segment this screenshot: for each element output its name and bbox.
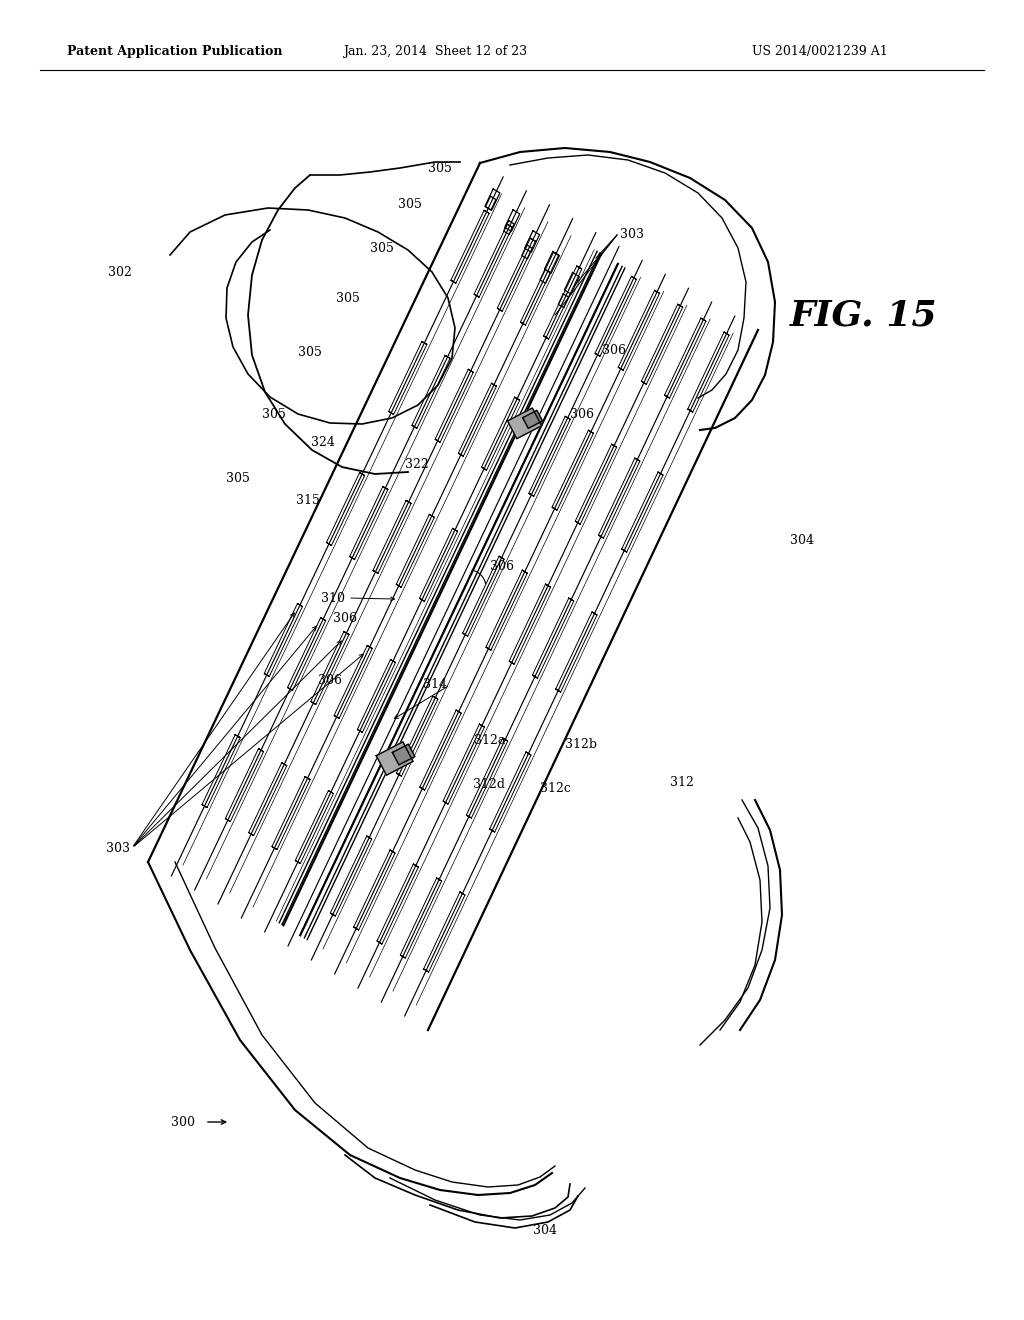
Text: 302: 302 [109,265,132,279]
Text: 306: 306 [490,561,514,573]
Text: 305: 305 [262,408,286,421]
Text: 306: 306 [318,673,342,686]
Text: 305: 305 [370,242,394,255]
Polygon shape [376,742,413,775]
Text: 312a: 312a [474,734,505,747]
Text: FIG. 15: FIG. 15 [790,298,938,333]
Text: 322: 322 [406,458,429,471]
Text: 306: 306 [602,343,626,356]
Text: 305: 305 [336,292,360,305]
Text: 312b: 312b [565,738,597,751]
Text: 304: 304 [790,533,814,546]
Text: 303: 303 [620,228,644,242]
Text: 300: 300 [171,1115,195,1129]
Text: 303: 303 [106,842,130,854]
Polygon shape [522,411,543,429]
Text: 324: 324 [311,436,335,449]
Text: 315: 315 [296,494,319,507]
Text: 305: 305 [398,198,422,211]
Text: 306: 306 [333,611,357,624]
Text: 312c: 312c [540,781,570,795]
Polygon shape [508,408,542,438]
Text: 305: 305 [428,161,452,174]
Text: 312: 312 [670,776,694,788]
Text: 312d: 312d [473,779,505,792]
Text: 310: 310 [321,591,345,605]
Text: 314: 314 [423,678,447,692]
Text: Patent Application Publication: Patent Application Publication [68,45,283,58]
Text: 304: 304 [534,1224,557,1237]
Text: Jan. 23, 2014  Sheet 12 of 23: Jan. 23, 2014 Sheet 12 of 23 [343,45,527,58]
Polygon shape [392,744,415,764]
Text: US 2014/0021239 A1: US 2014/0021239 A1 [752,45,888,58]
Text: 305: 305 [226,471,250,484]
Text: 306: 306 [570,408,594,421]
Text: 305: 305 [298,346,322,359]
